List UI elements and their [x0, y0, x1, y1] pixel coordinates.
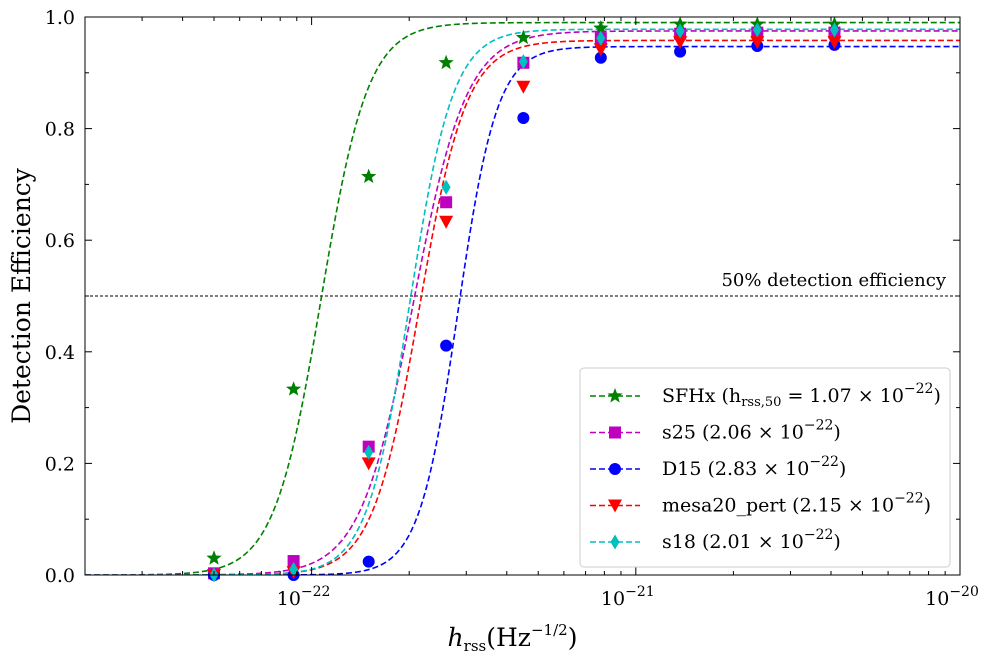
- legend-label-s25: s25 (2.06 × 10−22): [662, 418, 841, 444]
- series-curve-SFHx: [85, 21, 960, 575]
- data-point-mesa20_pert-5: [593, 43, 608, 57]
- data-point-mesa20_pert-8: [827, 36, 842, 50]
- legend-marker-s25: [609, 426, 621, 439]
- data-point-s18-8: [829, 22, 839, 38]
- y-tick-label-5: 1.0: [45, 7, 75, 29]
- data-point-mesa20_pert-4: [516, 80, 531, 94]
- legend: SFHx (hrss,50 = 1.07 × 10−22) s25 (2.06 ×…: [579, 367, 951, 568]
- data-point-s18-2: [364, 444, 374, 460]
- threshold-layer: 50% detection efficiency: [85, 270, 960, 297]
- data-point-D15-5: [594, 51, 607, 64]
- threshold-label: 50% detection efficiency: [721, 270, 946, 291]
- y-tick-label-2: 0.4: [45, 342, 75, 364]
- legend-label-SFHx: SFHx (hrss,50 = 1.07 × 10−22): [662, 381, 941, 410]
- legend-label-mesa20_pert: mesa20_pert (2.15 × 10−22): [662, 491, 931, 517]
- data-point-s18-7: [752, 22, 762, 38]
- data-point-mesa20_pert-2: [361, 457, 376, 471]
- data-point-D15-3: [440, 339, 453, 352]
- y-tick-label-0: 0.0: [45, 565, 75, 587]
- y-tick-label-4: 0.8: [45, 119, 75, 141]
- data-point-s25-1: [287, 555, 300, 568]
- data-point-SFHx-1: [286, 381, 302, 396]
- data-point-D15-6: [674, 45, 687, 58]
- x-tick-label-2: 10−20: [925, 584, 979, 610]
- axes-layer: 0.0 0.2 0.4 0.6 0.8 1.0 10−22 10−21 10−20 hrss(Hz…: [7, 7, 979, 655]
- legend-marker-s18: [610, 534, 620, 550]
- data-point-mesa20_pert-7: [750, 36, 765, 50]
- data-point-SFHx-4: [515, 29, 531, 45]
- legend-marker-D15: [609, 463, 621, 475]
- data-point-s18-4: [518, 54, 528, 70]
- legend-label-s18: s18 (2.01 × 10−22): [662, 527, 841, 553]
- legend-marker-mesa20_pert: [608, 499, 622, 513]
- data-point-s18-3: [441, 179, 451, 195]
- data-point-SFHx-0: [206, 550, 222, 565]
- data-point-SFHx-2: [361, 168, 377, 184]
- data-point-D15-4: [517, 111, 530, 124]
- y-tick-label-3: 0.6: [45, 230, 75, 252]
- x-tick-label-0: 10−22: [277, 584, 331, 610]
- data-point-s18-5: [596, 30, 606, 46]
- data-point-s25-3: [440, 196, 453, 209]
- x-tick-label-1: 10−21: [601, 584, 655, 610]
- y-axis-label: Detection Efficiency: [7, 167, 36, 424]
- data-point-SFHx-5: [593, 20, 609, 35]
- y-tick-label-1: 0.2: [45, 453, 75, 475]
- data-point-SFHx-3: [438, 54, 454, 70]
- markers-layer: [206, 16, 843, 583]
- data-point-mesa20_pert-3: [439, 215, 454, 229]
- data-point-mesa20_pert-6: [673, 36, 688, 50]
- series-curve-D15: [85, 45, 960, 575]
- data-point-D15-2: [362, 555, 375, 568]
- x-axis-label: hrss(Hz−1/2): [448, 621, 578, 655]
- data-point-s18-1: [289, 561, 299, 577]
- legend-box: [579, 367, 951, 568]
- legend-label-D15: D15 (2.83 × 10−22): [662, 454, 846, 480]
- data-point-s18-6: [675, 23, 685, 39]
- legend-marker-SFHx: [607, 388, 623, 403]
